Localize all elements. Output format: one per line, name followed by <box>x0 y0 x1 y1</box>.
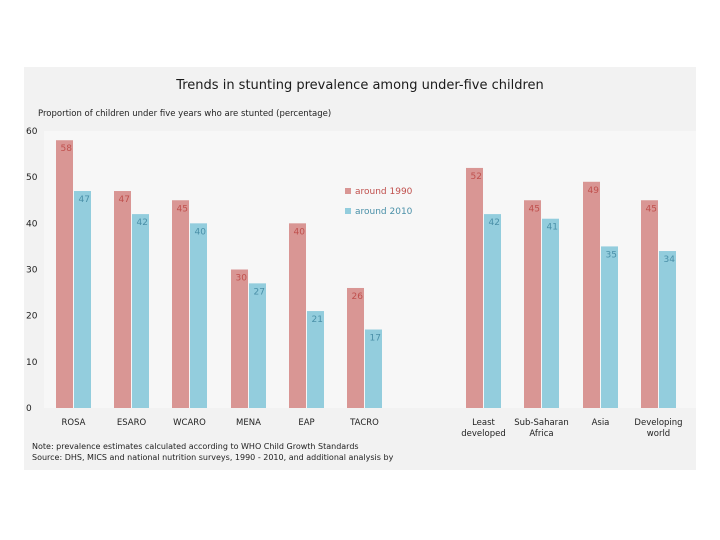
x-tick-label: Africa <box>529 429 553 439</box>
source-line: Source: DHS, MICS and national nutrition… <box>32 453 394 462</box>
bar <box>249 283 266 408</box>
bar <box>289 223 306 408</box>
data-label: 21 <box>312 315 323 325</box>
bar <box>172 200 189 408</box>
note-line: Note: prevalence estimates calculated ac… <box>32 442 359 451</box>
bar <box>132 214 149 408</box>
y-tick-label: 60 <box>26 127 38 137</box>
data-label: 42 <box>137 218 148 228</box>
chart-title: Trends in stunting prevalence among unde… <box>176 78 544 93</box>
bar <box>56 140 73 408</box>
bar <box>542 218 559 408</box>
legend-label: around 1990 <box>355 187 413 197</box>
data-label: 17 <box>370 334 381 344</box>
x-tick-label: Asia <box>592 418 610 428</box>
chart-note: Note: prevalence estimates calculated ac… <box>32 441 393 463</box>
data-label: 45 <box>646 204 657 214</box>
bar <box>190 223 207 408</box>
bar <box>524 200 541 408</box>
data-label: 35 <box>606 250 617 260</box>
data-label: 40 <box>195 227 207 237</box>
data-label: 27 <box>254 287 265 297</box>
x-tick-label: Sub-Saharan <box>514 418 569 428</box>
x-tick-label: Least <box>472 418 495 428</box>
bar <box>466 167 483 408</box>
y-tick-label: 0 <box>26 404 32 414</box>
data-label: 49 <box>588 186 600 196</box>
data-label: 52 <box>471 172 482 182</box>
data-label: 30 <box>236 274 248 284</box>
x-tick-label: developed <box>461 429 505 439</box>
y-tick-label: 30 <box>26 266 38 276</box>
bar <box>114 191 131 408</box>
y-tick-label: 40 <box>26 219 38 229</box>
bar <box>583 181 600 408</box>
bar <box>601 246 618 408</box>
data-label: 26 <box>352 292 364 302</box>
data-label: 47 <box>79 195 90 205</box>
x-tick-label: EAP <box>298 418 314 428</box>
data-label: 45 <box>177 204 188 214</box>
x-tick-label: ROSA <box>62 418 86 428</box>
bar <box>347 287 364 408</box>
x-tick-label: MENA <box>236 418 261 428</box>
legend-swatch <box>345 188 351 194</box>
data-label: 41 <box>547 223 558 233</box>
y-tick-label: 10 <box>26 358 38 368</box>
bar <box>307 311 324 408</box>
data-label: 34 <box>664 255 676 265</box>
data-label: 47 <box>119 195 130 205</box>
x-tick-label: TACRO <box>349 418 379 428</box>
bar <box>365 329 382 408</box>
bar <box>659 251 676 408</box>
chart-subtitle: Proportion of children under five years … <box>38 109 332 119</box>
bar <box>74 191 91 408</box>
data-label: 58 <box>61 144 73 154</box>
bar <box>484 214 501 408</box>
data-label: 42 <box>489 218 500 228</box>
y-tick-label: 20 <box>26 312 38 322</box>
data-label: 40 <box>294 227 306 237</box>
x-tick-label: ESARO <box>117 418 147 428</box>
x-tick-label: Developing <box>634 418 682 428</box>
x-tick-label: WCARO <box>173 418 206 428</box>
data-label: 45 <box>529 204 540 214</box>
legend-swatch <box>345 208 351 214</box>
legend-label: around 2010 <box>355 207 413 217</box>
x-tick-label: world <box>647 429 670 439</box>
bar <box>231 269 248 408</box>
y-tick-label: 50 <box>26 173 38 183</box>
bar <box>641 200 658 408</box>
